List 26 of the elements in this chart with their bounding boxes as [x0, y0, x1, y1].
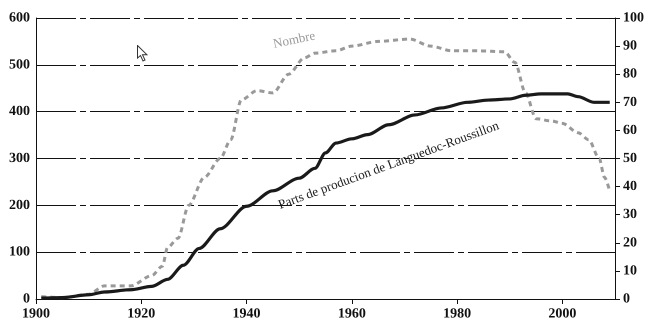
y2-tick-label: 30 [623, 207, 637, 222]
y-tick-label: 500 [9, 57, 30, 72]
y2-tick-label: 100 [623, 10, 644, 26]
y2-tick-label: 90 [623, 38, 637, 54]
y2-tick-label: 0 [623, 292, 630, 306]
y2-tick-label: 20 [623, 235, 637, 250]
y-tick-label: 600 [9, 10, 30, 26]
y-tick-label: 300 [9, 151, 30, 166]
x-tick-label: 1920 [127, 306, 156, 322]
y-tick-label: 0 [23, 292, 30, 306]
line-series [40, 92, 612, 300]
y2-tick-label: 10 [623, 263, 637, 278]
x-tick-label: 1940 [232, 306, 261, 322]
y2-tick-label: 60 [623, 122, 637, 138]
y-tick-label: 200 [9, 198, 30, 213]
x-tick-label: 1960 [338, 306, 366, 322]
text: Nombre [272, 28, 317, 51]
x-tick-label: 2000 [548, 306, 576, 322]
y-tick-label: 400 [9, 104, 30, 120]
y2-tick-label: 40 [623, 179, 637, 194]
y-tick-label: 100 [9, 244, 30, 260]
y2-tick-label: 70 [623, 94, 637, 110]
x-tick-label: 1900 [22, 306, 50, 322]
y2-tick-label: 80 [623, 66, 637, 82]
y2-tick-label: 50 [623, 151, 637, 166]
x-tick-label: 1980 [443, 306, 472, 322]
